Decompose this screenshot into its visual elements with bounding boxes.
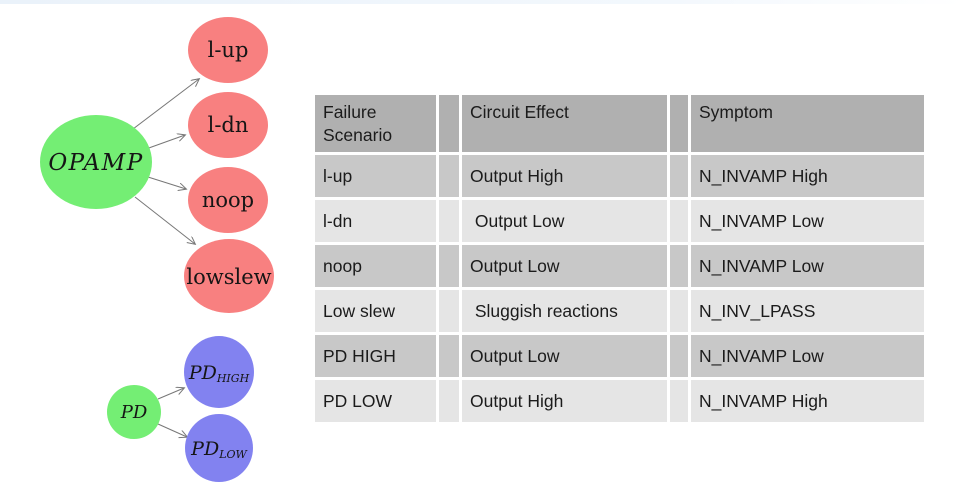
cell-symptom: N_INV_LPASS: [691, 290, 924, 332]
spacer-cell: [670, 290, 688, 332]
pdhigh-node: [184, 336, 254, 408]
spacer-cell: [439, 155, 459, 197]
cell-scenario: l-dn: [315, 200, 436, 242]
failure-table: Failure Scenario Circuit Effect Symptom …: [315, 95, 924, 422]
spacer-cell: [439, 335, 459, 377]
spacer-cell: [670, 155, 688, 197]
cell-symptom: N_INVAMP Low: [691, 245, 924, 287]
cell-symptom: N_INVAMP High: [691, 380, 924, 422]
spacer-cell: [439, 290, 459, 332]
edge-opamp-lowslew: [134, 196, 195, 244]
spacer-cell: [439, 200, 459, 242]
opamp-node: [40, 115, 152, 209]
edge-opamp-noop: [147, 176, 186, 189]
pdlow-label-subscript: LOW: [218, 448, 248, 461]
cell-scenario: PD HIGH: [315, 335, 436, 377]
cell-scenario: noop: [315, 245, 436, 287]
spacer-cell: [670, 380, 688, 422]
pd-node: [107, 385, 161, 439]
cell-effect: Output Low: [462, 200, 667, 242]
header-spacer-cell: [439, 95, 459, 152]
pdlow-label-main: PD: [190, 438, 219, 460]
spacer-cell: [670, 200, 688, 242]
noop-node: [188, 167, 268, 233]
cell-scenario: l-up: [315, 155, 436, 197]
lup-node-label: l-up: [208, 38, 249, 62]
opamp-tree: OPAMP l-up l-dn noop lowslew: [40, 17, 274, 313]
edge-pd-pdlow: [157, 423, 187, 437]
edge-opamp-ldn: [145, 135, 185, 150]
fault-tree-diagram: OPAMP l-up l-dn noop lowslew PD PDHIGH P…: [40, 17, 274, 482]
edge-pd-pdhigh: [157, 388, 184, 400]
pd-node-label: PD: [120, 402, 148, 423]
spacer-cell: [670, 335, 688, 377]
pdlow-node-label: PDLOW: [190, 438, 248, 461]
header-cell-symptom: Symptom: [691, 95, 924, 152]
cell-effect: Output High: [462, 155, 667, 197]
opamp-node-label: OPAMP: [48, 150, 143, 176]
lowslew-node: [184, 239, 274, 313]
spacer-cell: [670, 245, 688, 287]
cell-scenario: Low slew: [315, 290, 436, 332]
header-spacer-cell: [670, 95, 688, 152]
cell-symptom: N_INVAMP Low: [691, 200, 924, 242]
top-edge-highlight: [0, 0, 964, 4]
cell-effect: Output High: [462, 380, 667, 422]
ldn-node: [188, 92, 268, 158]
header-cell-failure-scenario: Failure Scenario: [315, 95, 436, 152]
noop-node-label: noop: [202, 188, 254, 212]
pdlow-node: [185, 414, 253, 482]
header-cell-circuit-effect: Circuit Effect: [462, 95, 667, 152]
cell-symptom: N_INVAMP Low: [691, 335, 924, 377]
cell-effect: Output Low: [462, 245, 667, 287]
pdhigh-node-label: PDHIGH: [188, 362, 250, 385]
pd-tree: PD PDHIGH PDLOW: [107, 336, 254, 482]
pdhigh-label-subscript: HIGH: [216, 372, 250, 385]
spacer-cell: [439, 380, 459, 422]
cell-effect: Output Low: [462, 335, 667, 377]
pdhigh-label-main: PD: [188, 362, 217, 384]
spacer-cell: [439, 245, 459, 287]
cell-scenario: PD LOW: [315, 380, 436, 422]
ldn-node-label: l-dn: [208, 113, 249, 137]
lowslew-node-label: lowslew: [186, 265, 271, 289]
cell-symptom: N_INVAMP High: [691, 155, 924, 197]
cell-effect: Sluggish reactions: [462, 290, 667, 332]
lup-node: [188, 17, 268, 83]
edge-opamp-lup: [132, 79, 199, 130]
